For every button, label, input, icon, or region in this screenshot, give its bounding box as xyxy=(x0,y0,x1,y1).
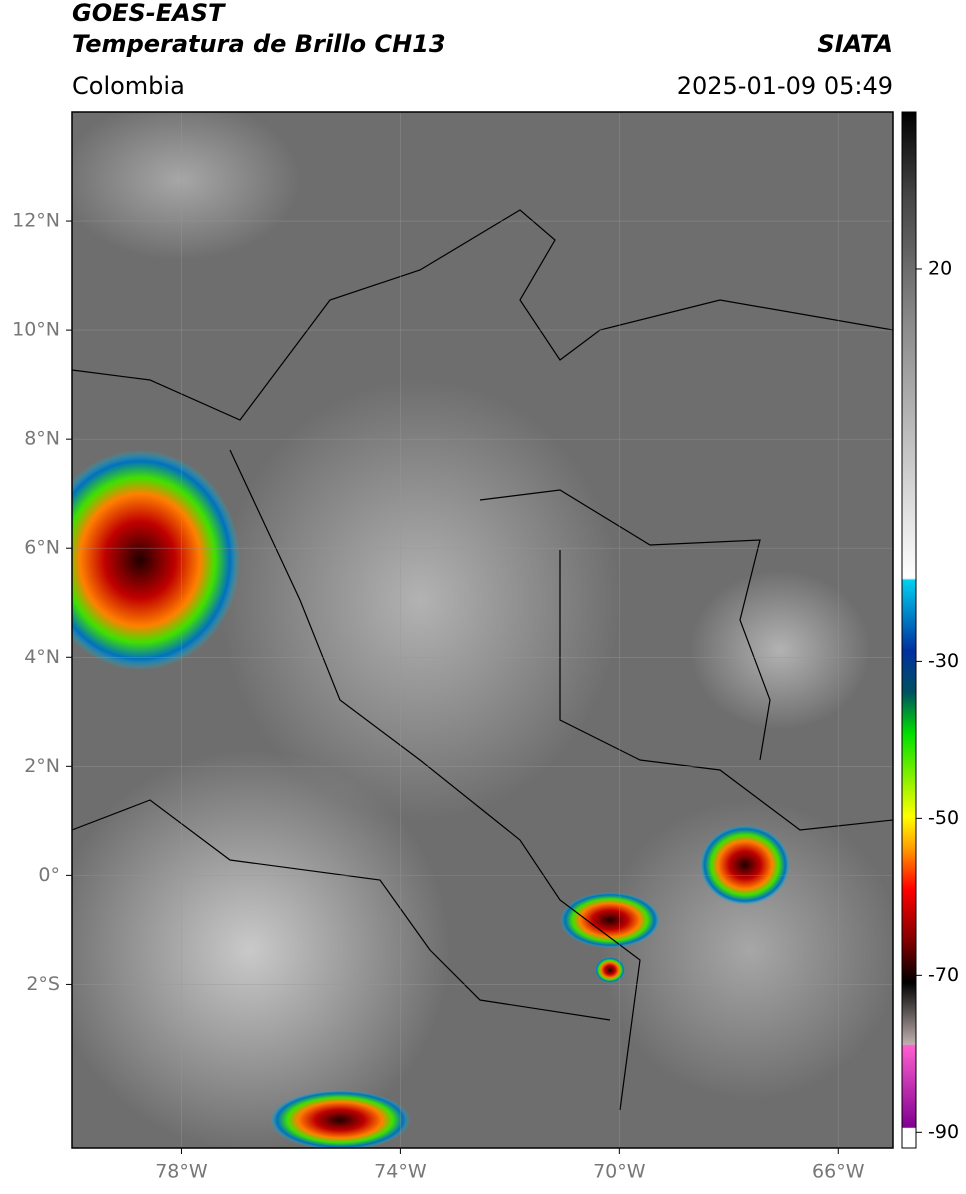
region: Colombia xyxy=(72,72,185,100)
source: SIATA xyxy=(817,30,893,58)
colorbar xyxy=(901,111,917,1149)
colorbar-tick-label: -50 xyxy=(928,807,959,829)
colorbar-tick-label: -90 xyxy=(928,1121,959,1143)
lon-tick-label: 66°W xyxy=(812,1161,865,1183)
lat-tick-label: 0° xyxy=(38,864,60,886)
timestamp: 2025-01-09 05:49 xyxy=(677,72,893,100)
lat-tick-label: 2°S xyxy=(26,973,60,995)
lon-tick-label: 74°W xyxy=(374,1161,427,1183)
lon-tick-label: 70°W xyxy=(593,1161,646,1183)
lat-tick-label: 2°N xyxy=(24,755,60,777)
colorbar-tick-label: -30 xyxy=(928,650,959,672)
lat-tick-label: 6°N xyxy=(24,537,60,559)
subtitle: Temperatura de Brillo CH13 xyxy=(72,30,446,58)
lat-tick-label: 4°N xyxy=(24,646,60,668)
graticule xyxy=(72,112,893,1148)
colorbar-tick-label: -70 xyxy=(928,964,959,986)
satellite-image xyxy=(72,112,893,1148)
lat-tick-label: 10°N xyxy=(12,319,60,341)
map-frame xyxy=(71,111,894,1149)
colorbar-tick-label: 20 xyxy=(928,257,952,279)
lat-tick-label: 8°N xyxy=(24,428,60,450)
lat-tick-label: 12°N xyxy=(12,210,60,232)
lon-tick-label: 78°W xyxy=(155,1161,208,1183)
title: GOES-EAST xyxy=(72,0,226,27)
